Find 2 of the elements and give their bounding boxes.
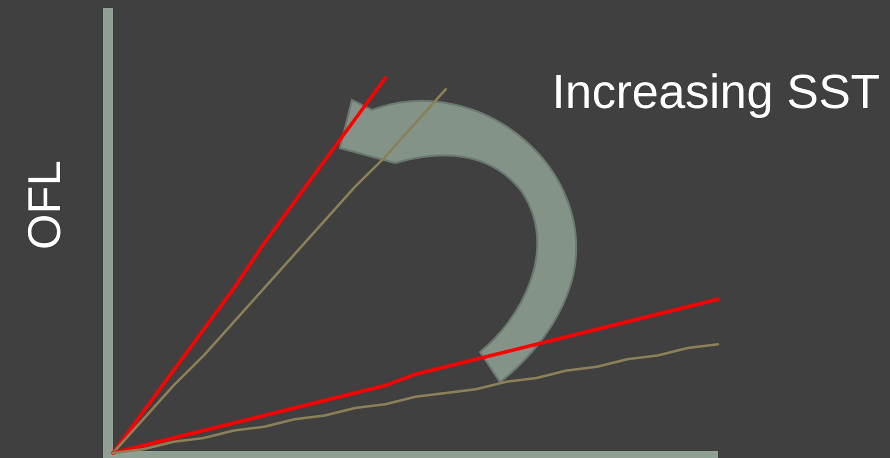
annotation: Increasing SST	[552, 66, 880, 119]
y-axis-title: OFL	[18, 160, 70, 250]
